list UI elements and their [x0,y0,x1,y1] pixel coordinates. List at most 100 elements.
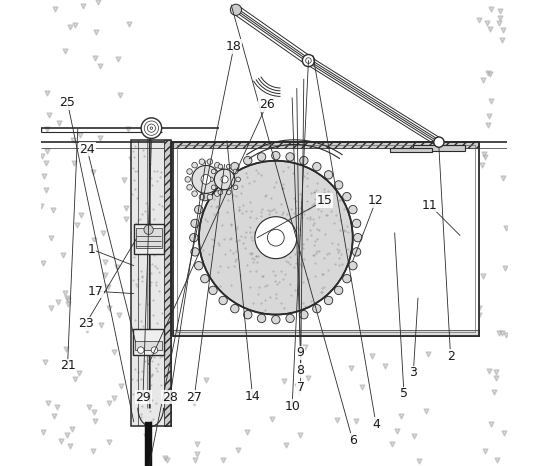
Circle shape [214,163,220,168]
Circle shape [258,314,266,322]
Text: 3: 3 [409,366,417,379]
Circle shape [243,310,252,319]
Circle shape [219,171,228,179]
Circle shape [313,304,321,313]
Circle shape [286,153,294,161]
Circle shape [286,314,294,322]
Circle shape [192,165,220,193]
Circle shape [207,159,213,164]
Bar [390,148,432,152]
Circle shape [218,190,223,195]
Circle shape [195,261,203,270]
Circle shape [192,163,197,168]
Circle shape [324,171,333,179]
Circle shape [258,153,266,161]
Circle shape [199,159,205,164]
Bar [173,142,479,336]
Bar [131,140,171,426]
Text: 24: 24 [79,143,95,156]
Circle shape [207,194,213,200]
Circle shape [324,296,333,305]
Circle shape [209,181,217,189]
Circle shape [191,248,199,256]
Circle shape [434,137,444,147]
Circle shape [211,185,216,190]
Text: 29: 29 [135,391,151,404]
Circle shape [226,164,231,169]
Circle shape [348,261,357,270]
Bar [173,330,479,336]
Circle shape [218,164,223,169]
Circle shape [226,190,231,195]
Circle shape [300,157,308,165]
Text: 15: 15 [317,194,333,207]
Text: 17: 17 [88,285,103,298]
Circle shape [195,206,203,214]
Bar [414,145,464,151]
Text: 26: 26 [259,98,275,111]
Text: 11: 11 [422,199,438,212]
Text: 14: 14 [245,390,260,403]
Text: 23: 23 [78,317,94,330]
Circle shape [236,177,241,182]
Circle shape [348,206,357,214]
Circle shape [352,248,361,256]
Circle shape [187,169,193,174]
Circle shape [272,315,280,324]
Circle shape [214,191,220,196]
Bar [164,140,171,426]
Circle shape [201,175,211,184]
Bar [173,142,479,336]
Text: 27: 27 [187,391,202,404]
Circle shape [219,169,225,174]
Circle shape [209,286,217,295]
Circle shape [201,274,209,283]
Circle shape [352,219,361,227]
Text: 25: 25 [60,96,75,109]
Circle shape [272,151,280,160]
Circle shape [219,296,228,305]
Text: 9: 9 [296,346,305,359]
Circle shape [233,185,238,190]
Circle shape [334,181,343,189]
Circle shape [300,310,308,319]
Circle shape [199,194,205,200]
Circle shape [233,169,238,174]
Bar [177,145,475,332]
Circle shape [211,169,216,174]
Text: 7: 7 [296,381,305,394]
Text: 4: 4 [372,418,380,431]
Circle shape [214,169,235,190]
Circle shape [209,177,213,182]
Text: 10: 10 [284,400,300,413]
Circle shape [302,55,315,67]
Circle shape [231,163,239,171]
Circle shape [199,161,353,315]
Circle shape [219,185,225,190]
Circle shape [306,58,311,63]
Bar [146,422,152,466]
Circle shape [190,233,198,242]
Circle shape [201,192,209,201]
Circle shape [354,233,362,242]
Circle shape [191,219,199,227]
Circle shape [141,118,162,138]
Circle shape [231,304,239,313]
Circle shape [221,176,228,183]
Circle shape [230,4,242,15]
Bar [131,140,171,426]
Text: 18: 18 [226,40,242,53]
Bar [133,224,164,254]
Circle shape [192,191,197,196]
Circle shape [185,177,190,182]
Text: 2: 2 [447,350,455,363]
Circle shape [313,163,321,171]
Text: 28: 28 [162,391,178,404]
Circle shape [187,185,193,190]
Text: 5: 5 [400,387,408,400]
Bar [136,228,162,248]
Circle shape [151,347,158,353]
Circle shape [267,229,284,246]
Text: 12: 12 [368,194,384,207]
Circle shape [137,347,144,353]
